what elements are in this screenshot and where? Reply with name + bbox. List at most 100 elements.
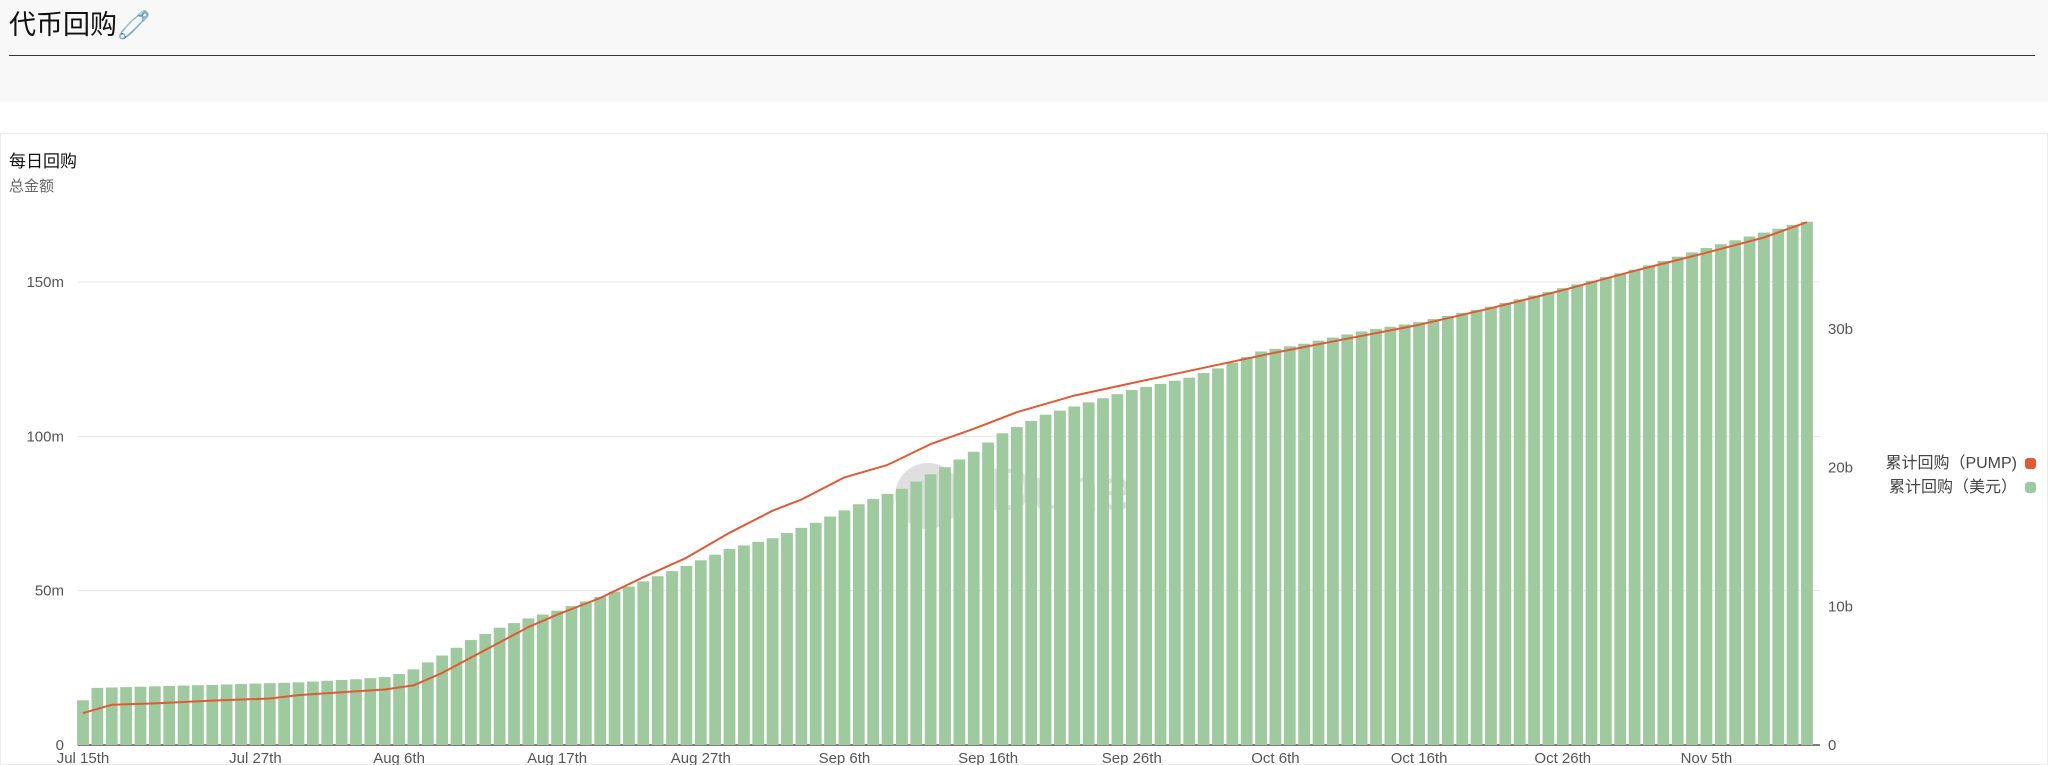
bar xyxy=(1614,273,1627,745)
x-tick-label: Aug 17th xyxy=(527,750,587,765)
bar xyxy=(1628,269,1641,745)
bar xyxy=(1671,256,1684,745)
bar xyxy=(163,685,176,745)
bar xyxy=(1485,306,1497,745)
bar xyxy=(1183,377,1196,745)
bar xyxy=(1786,224,1799,745)
y-right-tick-label: 0 xyxy=(1828,737,1836,754)
bar xyxy=(1657,261,1670,745)
bar xyxy=(522,618,535,745)
bar xyxy=(450,647,463,745)
bar xyxy=(306,681,319,745)
bar xyxy=(364,678,377,745)
bar xyxy=(1298,343,1311,745)
bar xyxy=(263,683,276,745)
bar xyxy=(1585,280,1598,745)
bar xyxy=(809,522,822,745)
bar xyxy=(1312,340,1325,745)
bar xyxy=(1513,299,1526,745)
bar xyxy=(1384,326,1397,745)
bar xyxy=(493,627,506,745)
bar xyxy=(292,682,305,745)
bar xyxy=(1010,427,1023,745)
bar xyxy=(666,571,678,745)
bar xyxy=(896,488,908,745)
x-tick-label: Sep 6th xyxy=(819,750,871,765)
y-left-tick-label: 0 xyxy=(56,737,64,754)
bar xyxy=(235,684,247,745)
x-tick-label: Jul 27th xyxy=(229,750,282,765)
series-line-pump xyxy=(82,221,1808,715)
bar xyxy=(1700,248,1713,745)
chart-title: 每日回购 xyxy=(9,152,77,171)
bar xyxy=(508,623,520,745)
bar xyxy=(737,545,750,745)
legend-item-usd[interactable]: 累计回购（美元） xyxy=(1889,473,2036,497)
bar xyxy=(1255,351,1267,745)
bar xyxy=(278,682,291,745)
x-tick-label: Aug 27th xyxy=(671,750,731,765)
legend-item-pump[interactable]: 累计回购（PUMP) xyxy=(1885,449,2036,473)
bar xyxy=(1341,334,1354,745)
bar xyxy=(177,685,190,745)
bar xyxy=(1370,329,1382,745)
bar xyxy=(1729,240,1742,745)
bar xyxy=(982,442,994,745)
bar xyxy=(1097,398,1109,745)
y-left-tick-label: 100m xyxy=(26,428,64,445)
bar xyxy=(680,565,693,745)
bar xyxy=(1772,228,1785,745)
bar xyxy=(709,554,722,745)
bar xyxy=(1743,236,1756,745)
bar xyxy=(421,662,434,745)
y-right-tick-label: 10b xyxy=(1828,598,1853,615)
bar xyxy=(536,614,549,745)
bar xyxy=(1758,232,1770,745)
bar xyxy=(781,533,793,745)
bar xyxy=(77,700,89,745)
bar xyxy=(1327,337,1339,745)
bar xyxy=(623,586,635,745)
bar xyxy=(967,451,980,745)
bar xyxy=(565,606,578,745)
x-tick-label: Nov 5th xyxy=(1681,750,1733,765)
bar xyxy=(551,610,563,745)
bar xyxy=(1714,244,1727,745)
bar xyxy=(1140,386,1153,745)
bar xyxy=(192,685,204,745)
bar xyxy=(924,474,937,745)
bar xyxy=(824,516,836,745)
bar xyxy=(321,680,334,745)
bar xyxy=(1355,331,1368,745)
page-title: 代币回购🧷 xyxy=(9,10,151,40)
bar xyxy=(1542,291,1555,745)
bar xyxy=(206,684,219,745)
bar xyxy=(1801,221,1813,745)
bar xyxy=(249,683,262,745)
x-tick-label: Jul 15th xyxy=(57,750,110,765)
bar xyxy=(335,680,348,745)
bar xyxy=(694,560,707,745)
bar xyxy=(148,686,161,745)
bar xyxy=(91,687,104,745)
bar xyxy=(1686,252,1698,746)
legend-swatch-usd xyxy=(2025,482,2036,493)
title-divider xyxy=(9,55,2035,56)
bar xyxy=(134,686,147,745)
bar xyxy=(1269,348,1282,745)
bar xyxy=(1212,368,1224,745)
bar xyxy=(465,640,477,745)
x-tick-label: Oct 26th xyxy=(1534,750,1591,765)
bar xyxy=(1441,315,1454,745)
legend-label-usd: 累计回购（美元） xyxy=(1888,479,2017,496)
bar xyxy=(350,679,362,745)
bar xyxy=(608,591,621,745)
bar xyxy=(910,481,923,745)
y-left-tick-label: 150m xyxy=(26,274,64,291)
bar xyxy=(579,601,592,745)
bar xyxy=(1025,420,1038,745)
bar xyxy=(594,596,607,745)
bar xyxy=(105,687,118,745)
bar xyxy=(479,633,492,745)
